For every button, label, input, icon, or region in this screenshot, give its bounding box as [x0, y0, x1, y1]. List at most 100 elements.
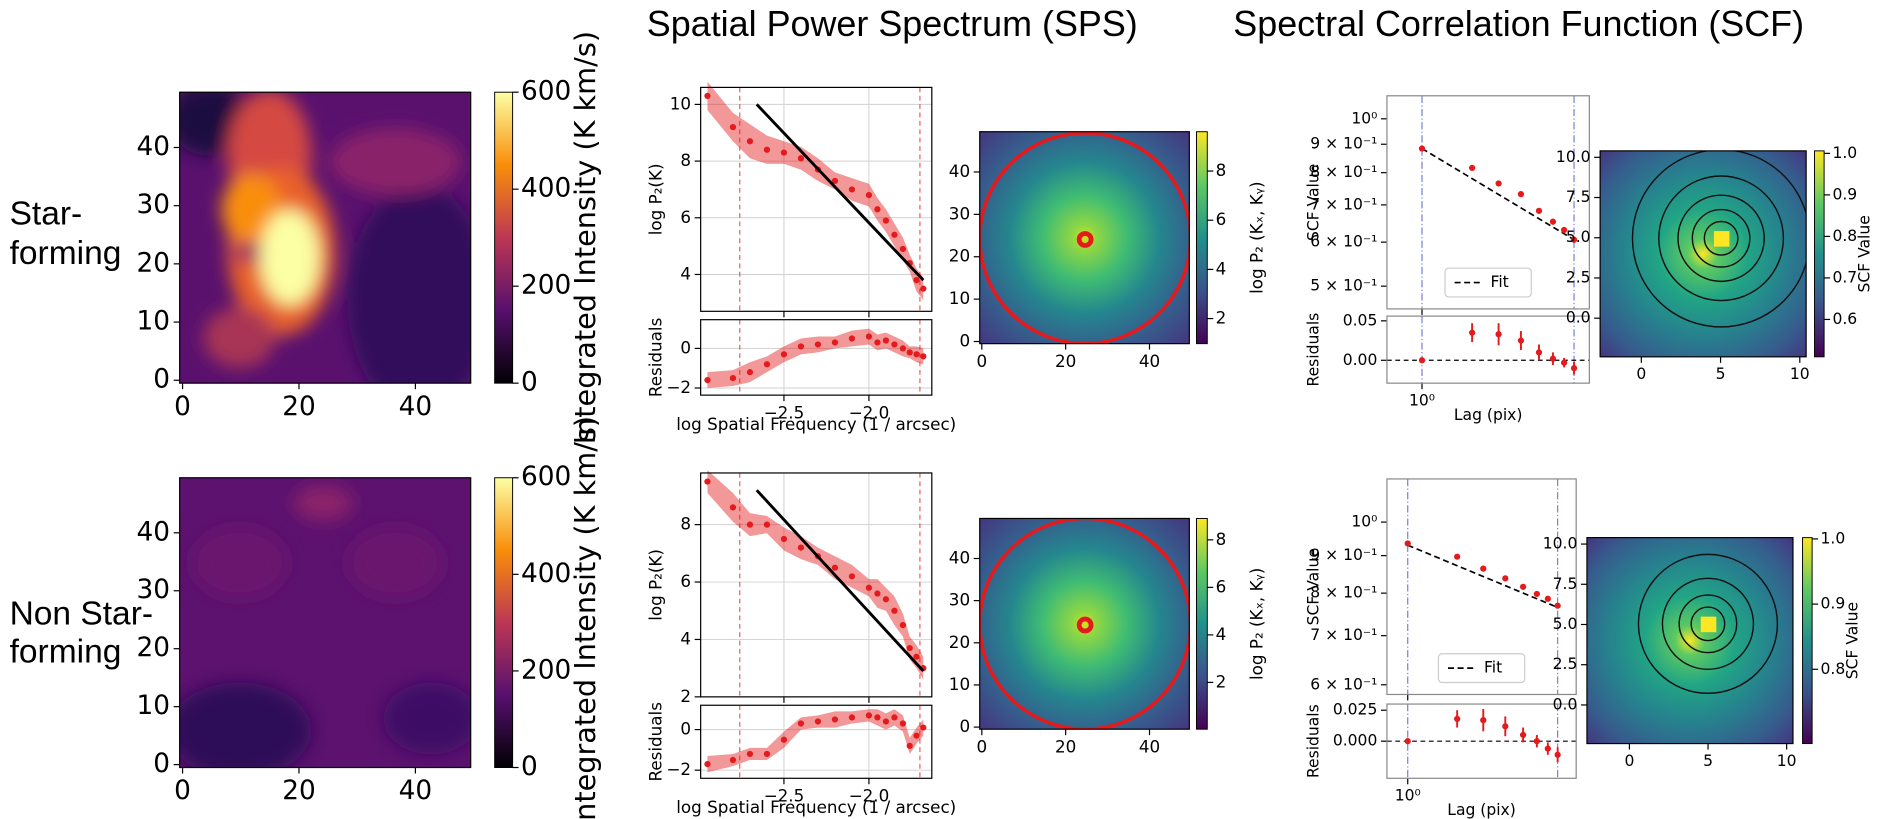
data-point: [1570, 365, 1578, 372]
data-point: [704, 478, 711, 485]
y-tick-label: 0.0: [1553, 695, 1578, 713]
colorbar-label: Integrated Intensity (K km/s): [568, 31, 602, 444]
colorbar-tick-label: 0.9: [1832, 185, 1857, 203]
x-tick-label: 0: [174, 776, 191, 806]
x-axis-label: Lag (pix): [1454, 406, 1523, 424]
data-point: [899, 245, 907, 253]
colorbar-tick-label: 0.6: [1832, 310, 1857, 328]
colorbar-tick-label: 4: [1216, 258, 1227, 278]
x-tick-label: 10⁰: [1409, 391, 1435, 409]
colorbar-tick-label: 0.9: [1821, 595, 1846, 613]
y-tick-label: 0: [153, 749, 170, 779]
y-tick-label: 0.000: [1333, 732, 1378, 750]
legend-label: Fit: [1484, 659, 1502, 677]
colorbar: [1814, 150, 1825, 358]
colorbar-tick-label: 400: [521, 559, 571, 589]
x-tick-label: −2.0: [849, 403, 890, 423]
colorbar-tick-label: 4: [1216, 624, 1227, 644]
x-tick-label: −2.0: [849, 786, 890, 806]
y-tick-label: 7 × 10⁻¹: [1310, 626, 1377, 644]
colorbar: [494, 91, 514, 384]
y-tick-label: −2: [666, 759, 691, 779]
row-label: forming: [10, 235, 122, 272]
legend-label: Fit: [1491, 273, 1509, 291]
data-point: [865, 584, 873, 591]
colorbar-tick-label: 8: [1216, 529, 1227, 549]
axes-frame: [1386, 703, 1577, 779]
y-tick-label: 4: [680, 263, 691, 283]
data-point: [831, 339, 839, 346]
y-tick-label: 0: [680, 719, 691, 739]
colorbar-label: log P₂ (Kₓ, Kᵧ): [1247, 568, 1267, 680]
data-point: [848, 573, 856, 580]
y-axis-label: log P₂(K): [645, 549, 665, 621]
x-tick-label: 10⁰: [1395, 787, 1421, 805]
axes-frame: [700, 472, 933, 698]
x-axis-label: log Spatial Frequency (1 / arcsec): [676, 797, 956, 817]
data-point: [1554, 602, 1561, 609]
x-tick-label: −2.5: [764, 403, 805, 423]
data-point: [920, 724, 927, 731]
colorbar-label: SCF Value: [1855, 215, 1873, 292]
data-point: [831, 716, 839, 723]
error-band: [707, 81, 924, 300]
y-tick-label: 10.0: [1543, 535, 1578, 553]
data-point: [1519, 583, 1527, 590]
data-point: [1517, 191, 1525, 198]
fit-line: [1421, 147, 1575, 241]
y-tick-label: 10: [137, 691, 171, 721]
x-tick-label: 0: [976, 737, 987, 757]
x-tick-label: 5: [1703, 752, 1713, 770]
x-tick-label: 40: [1139, 351, 1160, 371]
scf-surface: [1600, 150, 1807, 357]
y-tick-label: 9 × 10⁻¹: [1310, 546, 1377, 564]
data-point: [1495, 331, 1502, 338]
y-tick-label: 0: [153, 365, 170, 395]
y-axis-label: SCF Value: [1304, 548, 1322, 625]
x-tick-label: 5: [1716, 365, 1726, 383]
data-point: [797, 720, 805, 727]
axes-frame: [1599, 150, 1807, 358]
data-point: [704, 92, 711, 100]
colorbar-tick-label: 400: [521, 174, 571, 204]
data-point: [1502, 723, 1509, 730]
data-point: [763, 361, 771, 368]
axes-frame: [700, 319, 933, 396]
y-tick-label: 6: [680, 207, 691, 227]
data-point: [729, 756, 737, 764]
data-point: [1418, 145, 1426, 152]
y-tick-label: 40: [949, 548, 970, 568]
data-point: [780, 149, 788, 156]
data-point: [1469, 329, 1476, 336]
y-tick-label: 0.0: [1566, 309, 1591, 327]
data-point: [763, 146, 771, 153]
data-point: [899, 621, 907, 629]
data-point: [865, 712, 873, 719]
colorbar: [1196, 131, 1208, 345]
y-tick-label: 0.025: [1333, 701, 1378, 719]
data-point: [1544, 595, 1551, 602]
x-tick-label: 0: [174, 392, 191, 422]
row-label: Star-: [10, 195, 83, 232]
data-point: [780, 736, 788, 743]
data-point: [874, 590, 881, 597]
axes-frame: [179, 477, 472, 769]
data-point: [797, 155, 805, 162]
data-point: [797, 544, 805, 551]
y-tick-label: 10: [137, 307, 171, 337]
data-point: [913, 732, 920, 739]
data-point: [1480, 717, 1487, 724]
y-tick-label: 0: [680, 337, 691, 357]
data-point: [882, 337, 890, 344]
x-tick-label: 20: [282, 776, 316, 806]
colorbar-tick-label: 600: [521, 462, 571, 492]
data-point: [1502, 575, 1509, 582]
data-point: [1570, 236, 1578, 243]
data-point: [1560, 359, 1568, 366]
legend-box: [1437, 653, 1526, 684]
data-point: [882, 718, 890, 725]
colorbar-tick-label: 200: [521, 271, 571, 301]
y-tick-label: 0.00: [1343, 351, 1378, 369]
y-tick-label: 10.0: [1556, 148, 1591, 166]
fit-line: [755, 489, 925, 673]
